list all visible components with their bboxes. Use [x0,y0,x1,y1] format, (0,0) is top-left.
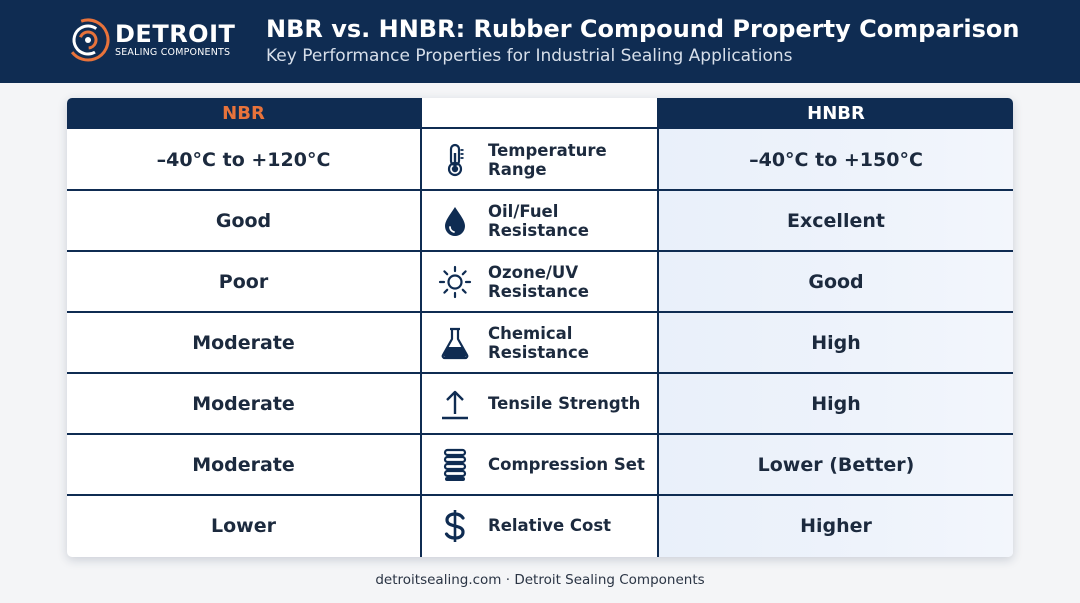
hnbr-column-background [659,129,1013,557]
row-divider [67,311,1013,313]
nbr-value: Poor [218,270,269,293]
column-divider [420,129,422,557]
hnbr-value: –40°C to +150°C [749,148,923,171]
page-title: NBR vs. HNBR: Rubber Compound Property C… [266,15,1020,43]
sun-icon [438,265,472,299]
property-label: Temperature Range [488,140,607,179]
row-divider [67,372,1013,374]
nbr-value: Moderate [192,331,295,354]
property-label: Relative Cost [488,516,612,535]
nbr-column-header: NBR [67,98,420,129]
row-divider [67,250,1013,252]
property-label: Ozone/UV Resistance [488,262,589,301]
nbr-value: Good [215,209,272,232]
comparison-table: NBR HNBR –40°C to +120°C Temperature Ran… [67,98,1013,557]
property-label: Tensile Strength [488,394,641,413]
spring-icon [443,448,467,481]
dollar-icon [444,510,465,542]
brand-logo-icon [66,18,110,62]
footer-text: detroitsealing.com · Detroit Sealing Com… [375,572,705,588]
arrow-up-icon [442,390,468,420]
table-row: Poor Ozone/UV Resistance Good [67,251,1013,312]
row-divider [67,189,1013,191]
table-row: Good Oil/Fuel Resistance Excellent [67,190,1013,251]
brand-tagline: SEALING COMPONENTS [115,47,231,58]
nbr-value: Moderate [192,392,295,415]
table-row: Moderate Compression Set Lower (Better) [67,434,1013,495]
property-label: Compression Set [488,455,645,474]
row-divider [67,494,1013,496]
thermometer-icon [447,143,464,177]
hnbr-column-header: HNBR [659,98,1013,129]
row-divider [67,433,1013,435]
column-divider [657,129,659,557]
nbr-value: –40°C to +120°C [156,148,331,171]
hnbr-value: High [811,392,861,415]
brand-name: DETROIT [115,20,236,48]
hnbr-value: Excellent [787,209,885,232]
hnbr-value: Lower (Better) [757,453,915,476]
nbr-value: Lower [211,514,276,537]
hnbr-value: Good [808,270,864,293]
table-row: Moderate Tensile Strength High [67,373,1013,434]
property-label: Chemical Resistance [488,323,589,362]
table-row: Moderate Chemical Resistance High [67,312,1013,373]
nbr-value: Moderate [192,453,295,476]
table-row: Lower Relative Cost Higher [67,495,1013,556]
hnbr-value: High [811,331,861,354]
property-column-header [420,98,659,129]
property-label: Oil/Fuel Resistance [488,201,589,240]
hnbr-value: Higher [800,514,872,537]
header-bar: DETROIT SEALING COMPONENTS NBR vs. HNBR:… [0,0,1080,83]
page-subtitle: Key Performance Properties for Industria… [266,46,793,66]
oil-drop-icon [445,207,465,236]
table-row: –40°C to +120°C Temperature Range –40°C … [67,129,1013,190]
flask-icon [441,327,469,360]
